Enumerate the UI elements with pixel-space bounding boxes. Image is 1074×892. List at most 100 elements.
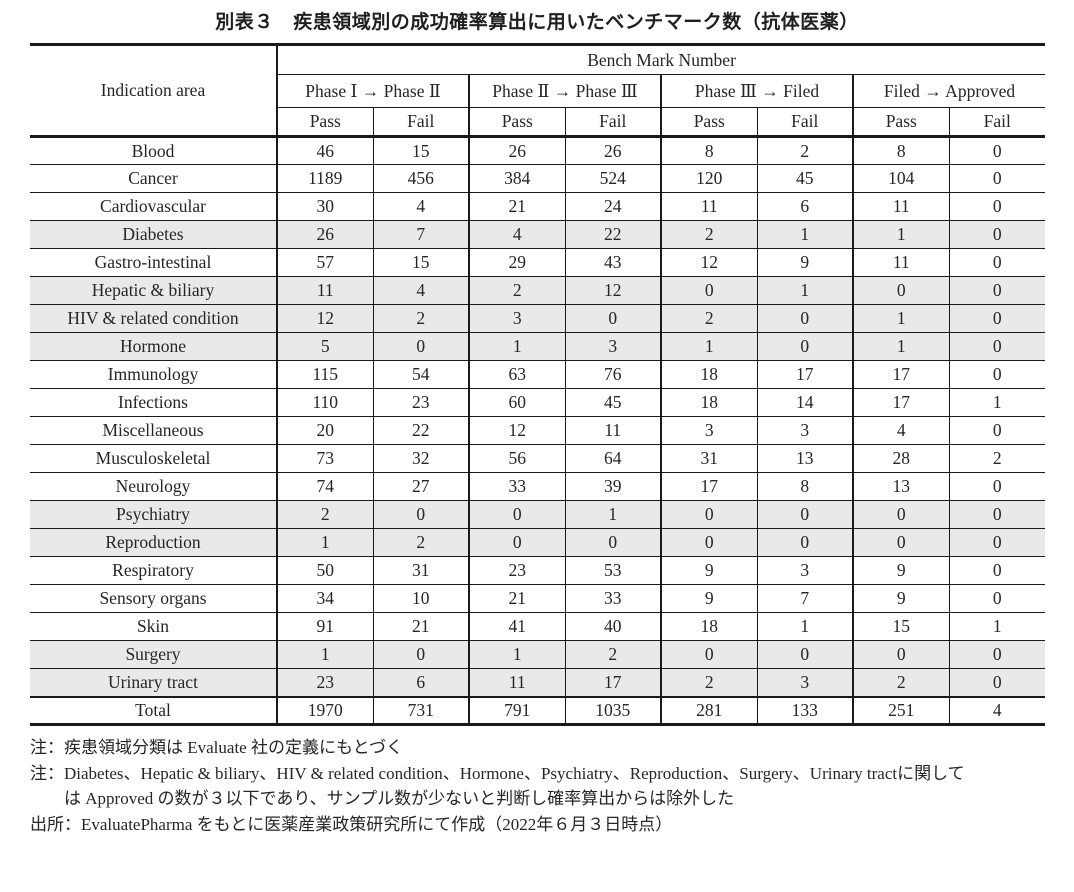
header-fail-1: Fail	[372, 107, 469, 137]
cell-pass: 104	[852, 164, 949, 193]
cell-fail: 524	[564, 164, 661, 193]
cell-fail: 1	[948, 388, 1046, 417]
cell-pass: 1	[468, 332, 565, 361]
cell-pass: 63	[468, 360, 565, 389]
note-line: 注：疾患領域分類は Evaluate 社の定義にもとづく	[30, 738, 403, 757]
cell-pass: 46	[276, 136, 373, 165]
cell-fail: 1	[756, 612, 853, 641]
cell-fail: 4	[372, 192, 469, 221]
cell-fail: 54	[372, 360, 469, 389]
cell-fail: 2	[756, 136, 853, 165]
cell-pass: 2	[276, 500, 373, 529]
cell-pass: 23	[468, 556, 565, 585]
cell-fail: 0	[756, 528, 853, 557]
header-pass-1: Pass	[276, 107, 373, 137]
cell-fail: 45	[756, 164, 853, 193]
cell-pass: 18	[660, 360, 757, 389]
table-row: Cardiovascular 30 4 21 24 11 6 11 0	[30, 192, 1046, 221]
header-phase-2: Phase Ⅱ → Phase Ⅲ	[468, 74, 661, 108]
header-pass-3: Pass	[660, 107, 757, 137]
cell-fail: 4	[948, 695, 1046, 725]
cell-fail: 0	[948, 528, 1046, 557]
cell-fail: 9	[756, 248, 853, 277]
cell-pass: 17	[852, 388, 949, 417]
table-row: Musculoskeletal 73 32 56 64 31 13 28 2	[30, 444, 1046, 473]
phase-header-row: Phase Ⅰ → Phase Ⅱ Phase Ⅱ → Phase Ⅲ Phase …	[30, 74, 1046, 108]
cell-pass: 115	[276, 360, 373, 389]
cell-pass: 41	[468, 612, 565, 641]
cell-fail: 10	[372, 584, 469, 613]
cell-fail: 0	[948, 192, 1046, 221]
table-row: Diabetes 26 7 4 22 2 1 1 0	[30, 220, 1046, 249]
cell-pass: 0	[660, 528, 757, 557]
row-label: Hormone	[30, 332, 277, 361]
table-row: Respiratory 50 31 23 53 9 3 9 0	[30, 556, 1046, 585]
cell-fail: 43	[564, 248, 661, 277]
cell-fail: 11	[564, 416, 661, 445]
cell-fail: 64	[564, 444, 661, 473]
cell-fail: 0	[948, 584, 1046, 613]
table-row: Immunology 115 54 63 76 18 17 17 0	[30, 360, 1046, 389]
cell-fail: 0	[564, 528, 661, 557]
cell-fail: 27	[372, 472, 469, 501]
row-label: Immunology	[30, 360, 277, 389]
cell-pass: 21	[468, 192, 565, 221]
cell-pass: 33	[468, 472, 565, 501]
cell-fail: 26	[564, 136, 661, 165]
cell-pass: 1189	[276, 164, 373, 193]
cell-fail: 0	[756, 332, 853, 361]
cell-pass: 0	[660, 276, 757, 305]
header-fail-2: Fail	[564, 107, 661, 137]
cell-fail: 3	[756, 556, 853, 585]
cell-pass: 57	[276, 248, 373, 277]
cell-pass: 1	[660, 332, 757, 361]
page-title: 別表３ 疾患領域別の成功確率算出に用いたベンチマーク数（抗体医薬）	[215, 11, 859, 33]
pass-fail-header-row: Pass Fail Pass Fail Pass Fail Pass Fail	[30, 107, 1046, 137]
cell-fail: 15	[372, 136, 469, 165]
table-row: Hepatic & biliary 11 4 2 12 0 1 0 0	[30, 276, 1046, 305]
cell-pass: 31	[660, 444, 757, 473]
cell-pass: 1970	[276, 695, 373, 725]
cell-fail: 15	[372, 248, 469, 277]
cell-pass: 11	[468, 668, 565, 697]
cell-pass: 11	[276, 276, 373, 305]
cell-pass: 56	[468, 444, 565, 473]
cell-pass: 2	[852, 668, 949, 697]
cell-pass: 5	[276, 332, 373, 361]
table-row: Neurology 74 27 33 39 17 8 13 0	[30, 472, 1046, 501]
cell-fail: 32	[372, 444, 469, 473]
cell-pass: 4	[468, 220, 565, 249]
cell-fail: 0	[756, 640, 853, 669]
cell-pass: 34	[276, 584, 373, 613]
cell-pass: 17	[852, 360, 949, 389]
cell-fail: 0	[948, 500, 1046, 529]
cell-pass: 9	[660, 556, 757, 585]
cell-fail: 0	[372, 332, 469, 361]
cell-fail: 22	[372, 416, 469, 445]
row-label: Surgery	[30, 640, 277, 669]
row-label: Cancer	[30, 164, 277, 193]
cell-fail: 0	[948, 136, 1046, 165]
notes: 注：疾患領域分類は Evaluate 社の定義にもとづく 注：Diabetes、H…	[30, 735, 1074, 837]
cell-fail: 0	[948, 276, 1046, 305]
cell-fail: 0	[372, 640, 469, 669]
table-row: Gastro-intestinal 57 15 29 43 12 9 11 0	[30, 248, 1046, 277]
cell-pass: 23	[276, 668, 373, 697]
cell-pass: 1	[852, 304, 949, 333]
cell-fail: 0	[948, 332, 1046, 361]
cell-pass: 0	[660, 500, 757, 529]
table-row: Urinary tract 23 6 11 17 2 3 2 0	[30, 668, 1046, 697]
cell-pass: 2	[660, 220, 757, 249]
header-fail-3: Fail	[756, 107, 853, 137]
cell-fail: 2	[372, 528, 469, 557]
cell-pass: 30	[276, 192, 373, 221]
table-body: Blood 46 15 26 26 8 2 8 0 Cancer 1189 456 384 524 120 4…	[30, 136, 1046, 725]
note-line: は Approved の数が３以下であり、サンプル数が少ないと判断し確率算出から…	[64, 789, 735, 808]
cell-fail: 1	[756, 276, 853, 305]
row-label: Total	[30, 695, 277, 725]
cell-pass: 791	[468, 695, 565, 725]
row-label: Infections	[30, 388, 277, 417]
cell-fail: 23	[372, 388, 469, 417]
cell-fail: 133	[756, 695, 853, 725]
